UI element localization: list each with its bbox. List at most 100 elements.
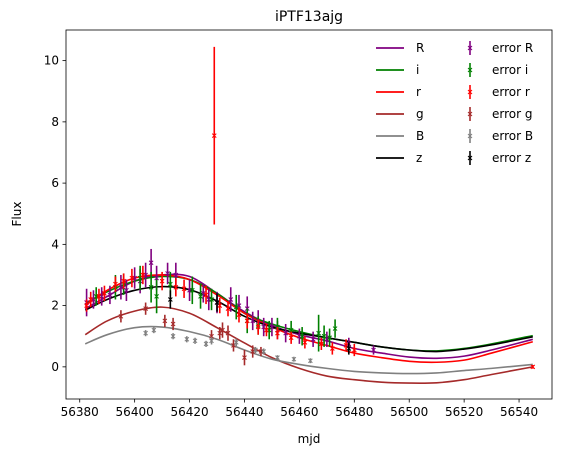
errorbar-point-error-r [264, 323, 269, 337]
errorbar-point-error-z [346, 342, 352, 355]
errorbar-point-error-g [220, 322, 225, 338]
legend-label: error B [492, 129, 533, 143]
legend-entry-R: R [376, 41, 424, 55]
errorbar-point-error-B [233, 338, 239, 347]
series-line-g [84, 306, 533, 384]
x-tick-label: 56480 [335, 405, 373, 419]
errorbar-point-error-r [244, 313, 250, 329]
errorbar-point-error-r [173, 278, 179, 297]
errorbar-point-error-R [371, 345, 376, 355]
legend-entry-error-B: error B [467, 129, 533, 143]
legend-entry-error-R: error R [467, 41, 533, 55]
errorbar-point-error-R [228, 287, 234, 312]
error-bars [84, 46, 536, 370]
x-axis-label: mjd [298, 432, 321, 446]
axes: 56380 56400 56420 56440 56460 56480 56500 56520… [44, 29, 553, 419]
legend-label: error i [492, 63, 528, 77]
legend-entry-g: g [376, 107, 424, 121]
errorbar-point-error-z [167, 290, 173, 309]
errorbar-point-error-r [211, 46, 217, 225]
errorbar-point-error-i [148, 271, 154, 303]
errorbar-point-error-g [225, 325, 231, 341]
errorbar-point-error-R [250, 311, 256, 331]
errorbar-point-error-r [113, 276, 118, 292]
errorbar-point-error-i [332, 319, 338, 338]
errorbar-point-error-r [288, 331, 294, 344]
errorbar-point-error-g [143, 302, 148, 315]
errorbar-point-error-B [192, 337, 198, 344]
x-tick-label: 56420 [170, 405, 208, 419]
errorbar-point-error-B [253, 346, 258, 354]
errorbar-point-error-r [88, 291, 94, 308]
legend-label: z [416, 151, 422, 165]
legend-label: B [416, 129, 424, 143]
legend-entry-r: r [376, 85, 421, 99]
errorbar-point-error-i [316, 314, 321, 352]
y-tick-label: 6 [51, 176, 59, 190]
y-tick-label: 4 [51, 237, 59, 251]
errorbar-point-error-R [206, 288, 212, 311]
legend-entry-z: z [376, 151, 422, 165]
y-tick-label: 8 [51, 115, 59, 129]
errorbar-point-error-B [184, 336, 190, 343]
errorbar-point-error-B [209, 337, 214, 345]
x-tick-label: 56460 [280, 405, 318, 419]
errorbar-point-error-B [151, 327, 157, 334]
legend-label: R [416, 41, 424, 55]
plot-frame [65, 29, 553, 400]
errorbar-point-error-r [121, 273, 127, 289]
errorbar-point-error-i [233, 294, 239, 320]
errorbar-point-error-z [214, 293, 220, 312]
errorbar-point-error-r [255, 319, 261, 335]
errorbar-point-error-r [159, 271, 165, 291]
errorbar-point-error-B [261, 348, 267, 355]
errorbar-point-error-i [198, 284, 203, 309]
errorbar-point-error-g [242, 350, 247, 366]
legend-entry-error-r: error r [467, 85, 530, 99]
errorbar-point-error-r [102, 285, 107, 302]
y-tick-label: 2 [51, 299, 59, 313]
errorbar-point-error-R [165, 262, 170, 285]
legend-entry-error-z: error z [467, 151, 531, 165]
errorbar-point-error-B [170, 333, 176, 340]
errorbar-point-error-r [236, 307, 242, 323]
x-tick-label: 56500 [390, 405, 428, 419]
legend-entry-error-i: error i [467, 63, 528, 77]
errorbar-point-error-r [96, 288, 102, 305]
legend-entry-error-g: error g [467, 107, 532, 121]
legend-label: error r [492, 85, 530, 99]
errorbar-point-error-i [154, 279, 159, 314]
chart-title: iPTF13ajg [275, 9, 343, 25]
errorbar-point-error-B [291, 356, 297, 362]
errorbar-point-error-B [203, 340, 209, 347]
errorbar-point-error-r [329, 342, 335, 355]
errorbar-point-error-i [209, 288, 214, 311]
y-axis-label: Flux [10, 202, 24, 227]
errorbar-point-error-i [321, 325, 327, 347]
errorbar-point-error-r [351, 343, 357, 357]
legend-label: g [416, 107, 424, 121]
errorbar-point-error-r [84, 299, 89, 312]
x-tick-label: 56540 [500, 405, 538, 419]
legend-label: r [416, 85, 421, 99]
errorbar-point-error-r [225, 301, 231, 317]
x-tick-label: 56380 [61, 405, 99, 419]
errorbar-point-error-B [143, 330, 148, 337]
errorbar-point-error-R [283, 323, 289, 343]
legend-label: error z [492, 151, 531, 165]
legend-label: error g [492, 107, 532, 121]
errorbar-point-error-g [162, 314, 168, 328]
errorbar-point-error-g [118, 310, 124, 323]
legend-label: i [416, 63, 419, 77]
errorbar-point-error-R [107, 285, 113, 305]
errorbar-point-error-g [170, 317, 176, 331]
errorbar-point-error-r [319, 337, 324, 351]
errorbar-point-error-R [310, 331, 316, 347]
errorbar-point-error-g [250, 345, 256, 358]
errorbar-point-error-R [124, 279, 129, 302]
errorbar-point-error-r [217, 297, 223, 314]
errorbar-point-error-r [275, 327, 280, 340]
errorbar-point-error-r [302, 336, 308, 349]
errorbar-point-error-r [530, 364, 536, 370]
